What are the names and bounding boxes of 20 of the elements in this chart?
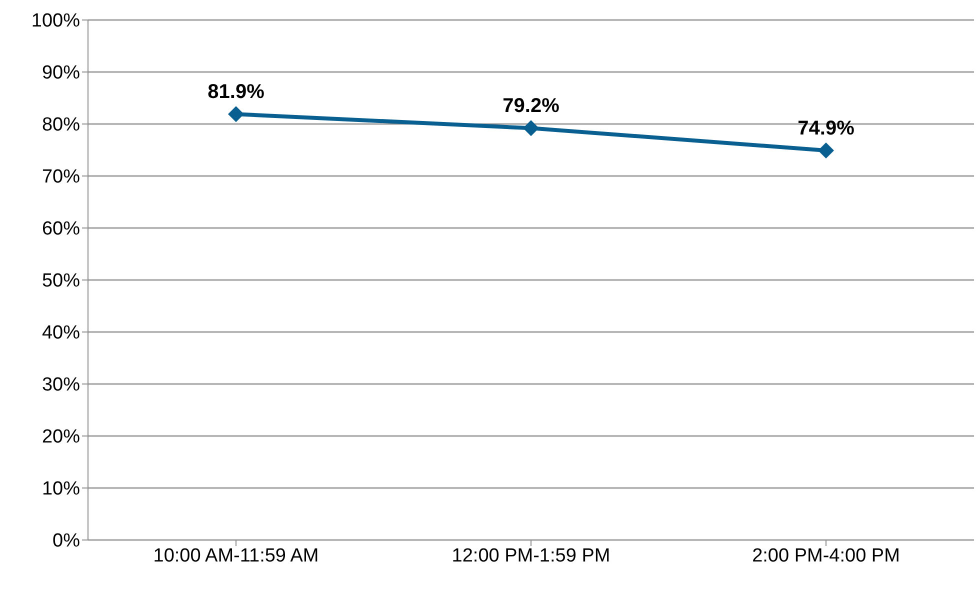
y-tick-label: 40%: [42, 322, 80, 344]
y-tick-label: 60%: [42, 218, 80, 240]
y-tick-label: 100%: [31, 10, 80, 32]
x-tick-label: 2:00 PM-4:00 PM: [752, 545, 900, 566]
point: [818, 142, 834, 159]
data-label: 74.9%: [798, 118, 855, 140]
y-tick-label: 30%: [42, 374, 80, 396]
x-tick-label: 12:00 PM-1:59 PM: [452, 545, 610, 566]
data-label: 79.2%: [502, 95, 560, 118]
x-tick-label: 10:00 AM-11:59 AM: [153, 545, 319, 566]
point: [228, 106, 244, 122]
y-tick-label: 80%: [42, 114, 80, 136]
y-tick-label: 10%: [42, 478, 80, 500]
point: [523, 120, 539, 136]
y-tick-label: 0%: [52, 530, 80, 552]
y-tick-label: 70%: [42, 166, 80, 188]
data-label: 81.9%: [208, 81, 265, 104]
y-tick-label: 50%: [42, 270, 80, 292]
y-tick-label: 90%: [42, 62, 80, 84]
y-tick-label: 20%: [42, 426, 80, 448]
